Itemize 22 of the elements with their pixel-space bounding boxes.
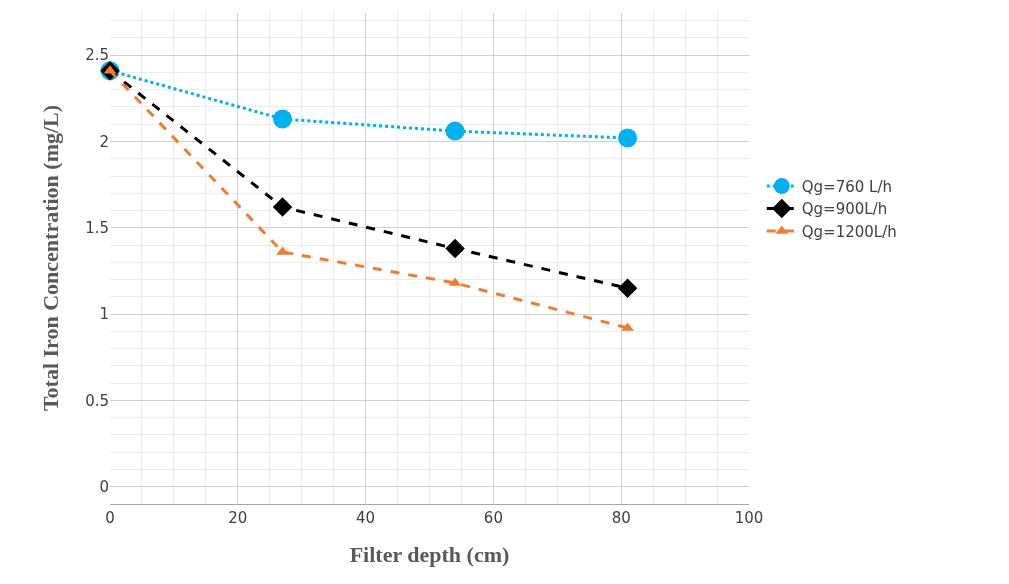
legend-label: Qg=1200L/h <box>801 222 897 241</box>
y-tick-label: 0 <box>99 477 109 496</box>
y-tick-label: 2.5 <box>85 46 109 65</box>
x-tick-label: 100 <box>734 509 764 527</box>
y-tick-label: 1 <box>99 305 109 324</box>
point <box>618 128 638 148</box>
y-tick-label: 2 <box>99 132 109 151</box>
y-tick-label: 0.5 <box>85 391 109 410</box>
x-tick-label: 40 <box>356 509 376 527</box>
y-tick-label: 1.5 <box>85 219 109 238</box>
x-axis-title: Filter depth (cm) <box>349 541 510 567</box>
point <box>617 278 638 298</box>
point <box>273 109 293 129</box>
x-tick-label: 60 <box>483 509 503 527</box>
x-tick-label: 20 <box>228 509 248 527</box>
y-axis-title: Total Iron Concentration (mg/L) <box>37 104 63 412</box>
legend-label: Qg=760 L/h <box>801 177 892 196</box>
point <box>445 121 465 141</box>
legend-label: Qg=900L/h <box>801 200 888 219</box>
x-tick-label: 80 <box>611 509 631 527</box>
point <box>272 197 293 217</box>
point <box>445 238 465 259</box>
